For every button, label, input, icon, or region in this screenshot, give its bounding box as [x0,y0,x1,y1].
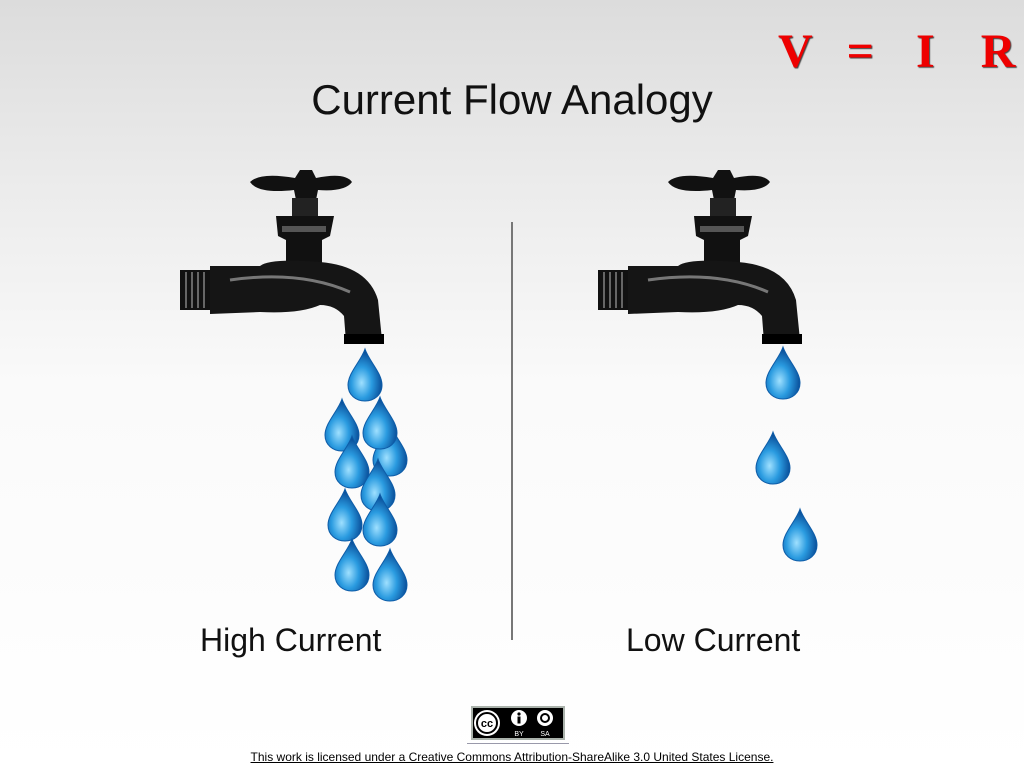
water-drop [782,508,818,562]
ohms-law-logo: V = I R [778,24,1015,79]
sa-icon [540,713,550,723]
logo-equals: = [846,25,875,78]
water-drops-low [755,346,818,562]
water-drop [372,548,408,602]
water-drops-high [324,348,408,602]
water-drop [362,396,398,450]
license-link[interactable]: This work is licensed under a Creative C… [250,750,774,764]
divider [511,222,513,640]
cc-icon: cc [481,718,493,730]
by-icon [517,716,521,724]
high-current-label: High Current [200,622,382,658]
faucet-left [178,168,386,346]
logo-i: I [916,25,935,78]
badge-underline [467,743,569,744]
water-drop [755,431,791,485]
logo-r: R [980,25,1016,78]
svg-text:SA: SA [540,731,550,738]
water-drop [334,538,370,592]
svg-text:BY: BY [514,731,524,738]
cc-by-sa-badge[interactable]: cc BY SA [471,706,565,740]
water-drop [765,346,801,400]
slide-title: Current Flow Analogy [311,76,713,123]
low-current-label: Low Current [626,622,801,658]
faucet-right [596,168,804,346]
water-drop [347,348,383,402]
water-drop [327,488,363,542]
logo-v: V [778,25,813,78]
